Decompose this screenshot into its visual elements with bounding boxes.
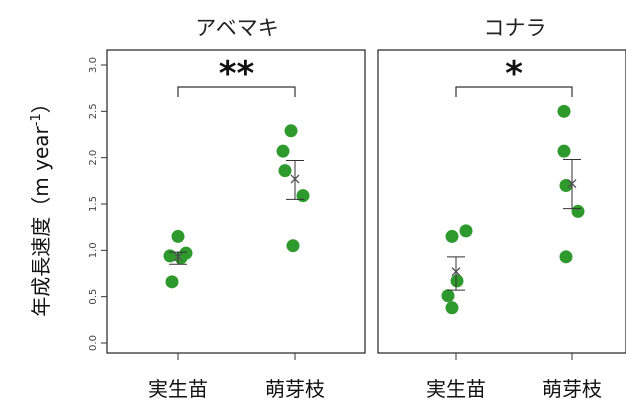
significance-label: ** [219,54,255,94]
ylabel-group: 年成長速度（m year-1） [29,93,53,316]
data-point [571,204,585,218]
significance-bracket [177,86,296,97]
panel-frame [377,49,626,354]
x-category-label: 実生苗 [426,377,486,401]
data-point [459,224,473,238]
data-point [445,229,459,243]
significance-label: * [505,54,523,94]
mean-marker [451,267,461,277]
data-point [557,104,571,118]
y-tick-label: 0.5 [88,289,99,305]
panel-1: 0.0 0.5 1.0 1.5 2.0 2.5 3.0 実生苗 萌芽枝 ** [88,49,366,401]
data-point [445,301,459,315]
data-point [296,189,310,203]
data-point [441,289,455,303]
y-tick-label: 1.0 [88,242,99,258]
x-category-label: 萌芽枝 [265,377,325,401]
panel-1-title: アベマキ [195,16,279,40]
y-tick-label: 1.5 [88,196,99,212]
mean-marker [290,174,300,184]
data-point [278,164,292,178]
panel-2: 実生苗 萌芽枝 * [377,49,626,401]
data-point [557,144,571,158]
data-point [450,274,464,288]
panel-2-title: コナラ [484,16,547,40]
y-tick-label: 0.0 [88,335,99,351]
data-point [165,275,179,289]
data-point [171,229,185,243]
y-tick-label: 2.0 [88,150,99,166]
y-tick-label: 3.0 [88,57,99,73]
data-point [559,178,573,192]
panel-frame [106,49,366,354]
x-category-label: 萌芽枝 [542,377,602,401]
data-point [276,144,290,158]
data-point [286,239,300,253]
data-point [284,124,298,138]
mean-marker [173,252,183,262]
y-axis-label: 年成長速度（m year-1） [29,93,53,316]
x-category-label: 実生苗 [148,377,208,401]
y-tick-label: 2.5 [88,103,99,119]
data-point [559,250,573,264]
mean-marker [567,179,577,189]
significance-bracket [455,86,573,97]
